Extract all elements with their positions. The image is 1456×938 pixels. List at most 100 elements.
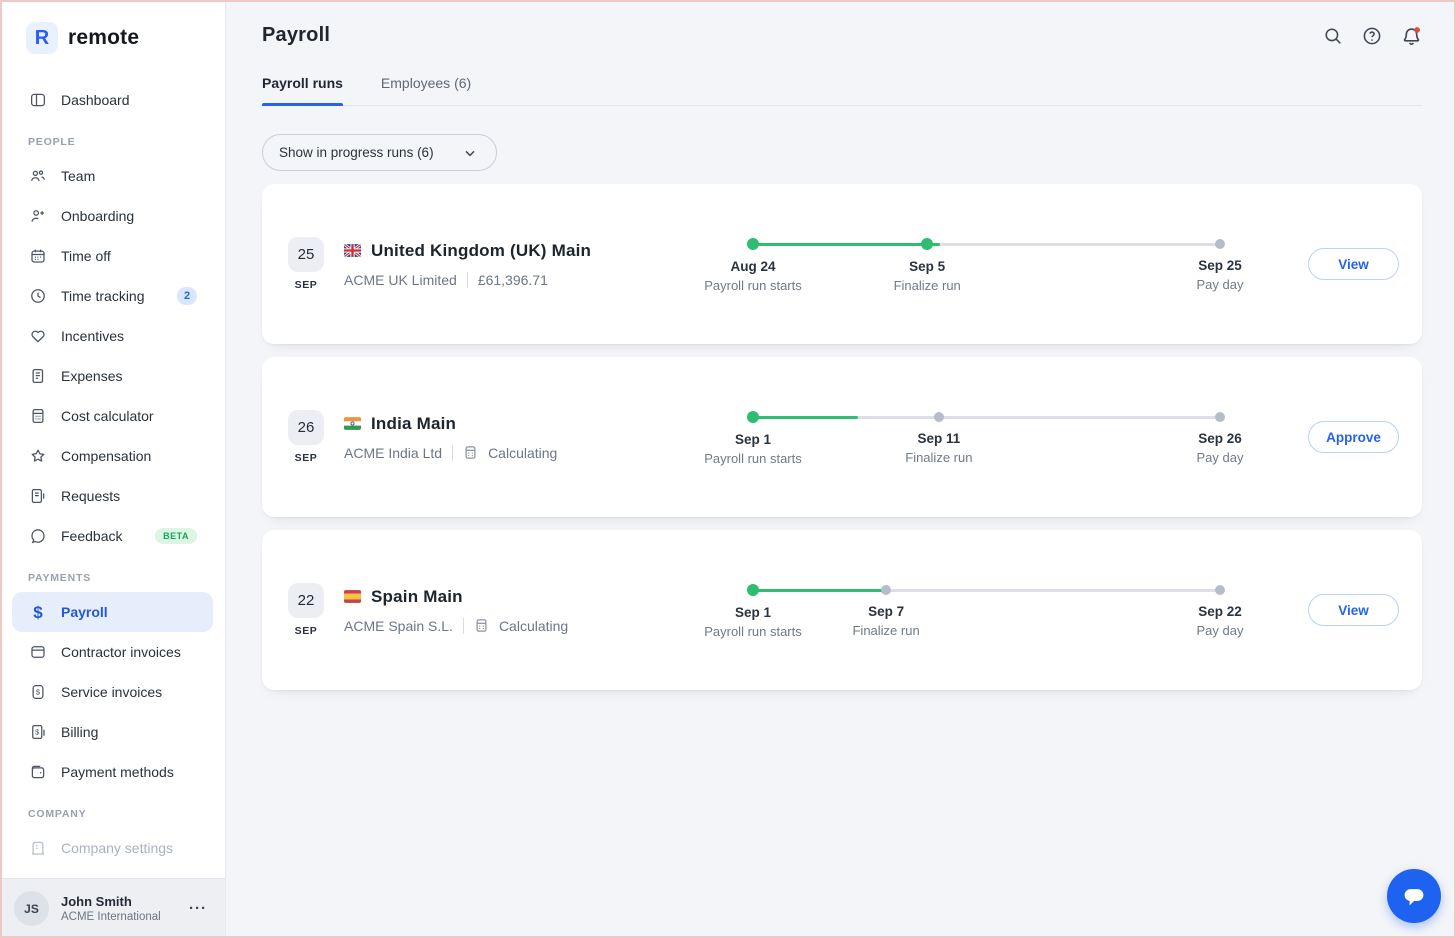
approve-button[interactable]: Approve: [1308, 421, 1399, 453]
team-icon: [28, 166, 48, 186]
section-heading-company: COMPANY: [28, 808, 87, 820]
timeline-track: [753, 243, 1220, 246]
pay-date-day: 22: [288, 583, 324, 618]
feedback-beta-badge: BETA: [155, 528, 197, 544]
milestone-run-starts: Sep 1 Payroll run starts: [688, 584, 818, 639]
sidebar-item-incentives[interactable]: Incentives: [12, 316, 213, 356]
sidebar-item-service-invoices[interactable]: $ Service invoices: [12, 672, 213, 712]
payroll-run-card-uk: 25 SEP United Kingdom (UK) Main ACME UK …: [262, 184, 1422, 344]
pay-date-month: SEP: [294, 452, 318, 464]
document-icon: [28, 486, 48, 506]
sidebar: R remote Dashboard PEOPLE Team Onboardin…: [0, 0, 226, 938]
svg-text:$: $: [36, 688, 41, 697]
sidebar-item-label: Cost calculator: [61, 408, 154, 424]
pay-date-day: 26: [288, 410, 324, 445]
sidebar-item-payroll[interactable]: $ Payroll: [12, 592, 213, 632]
sidebar-item-label: Payment methods: [61, 764, 174, 780]
brand-logo[interactable]: R remote: [0, 0, 225, 54]
tab-employees[interactable]: Employees (6): [380, 75, 472, 91]
run-info: United Kingdom (UK) Main ACME UK Limited…: [344, 241, 753, 288]
sidebar-item-company-settings[interactable]: Company settings: [12, 828, 213, 868]
milestone-pay-day: Sep 25 Pay day: [1155, 238, 1285, 292]
pay-date: 22 SEP: [286, 583, 326, 637]
company-name: ACME India Ltd: [344, 444, 443, 461]
calculator-icon: [28, 406, 48, 426]
sidebar-item-label: Onboarding: [61, 208, 135, 224]
billing-receipt-icon: $: [28, 722, 48, 742]
building-icon: [28, 838, 48, 858]
main-content: Payroll Payroll runs Employees (6) Show …: [226, 0, 1456, 938]
notifications-bell-icon[interactable]: [1400, 25, 1422, 47]
timeline-progress: [753, 416, 859, 419]
run-status: Calculating: [498, 617, 569, 634]
payroll-run-card-india: 26 SEP India Main ACME India Ltd Calcula: [262, 357, 1422, 517]
user-account-footer[interactable]: JS John Smith ACME International ···: [0, 878, 225, 938]
timeline-progress: [753, 243, 940, 246]
chat-launcher-button[interactable]: [1387, 869, 1441, 923]
pay-date-month: SEP: [294, 625, 318, 637]
receipt-icon: [28, 366, 48, 386]
avatar: JS: [14, 891, 49, 926]
user-name: John Smith: [61, 894, 132, 909]
milestone-run-starts: Aug 24 Payroll run starts: [688, 238, 818, 293]
divider: [452, 444, 454, 461]
milestone-dot: [747, 584, 759, 596]
sidebar-item-label: Requests: [61, 488, 121, 504]
divider: [466, 271, 468, 288]
heart-icon: [28, 326, 48, 346]
sidebar-nav: Dashboard PEOPLE Team Onboarding Time of…: [0, 54, 225, 938]
header-icons: [1322, 25, 1422, 47]
dollar-icon: $: [33, 602, 43, 622]
sidebar-item-onboarding[interactable]: Onboarding: [12, 196, 213, 236]
sidebar-item-dashboard[interactable]: Dashboard: [12, 80, 213, 120]
invoice-dollar-icon: $: [28, 682, 48, 702]
sidebar-item-requests[interactable]: Requests: [12, 476, 213, 516]
person-plus-icon: [28, 206, 48, 226]
payroll-run-list: 25 SEP United Kingdom (UK) Main ACME UK …: [262, 184, 1422, 690]
clock-icon: [28, 286, 48, 306]
page-header: Payroll: [262, 24, 1422, 47]
view-button[interactable]: View: [1308, 594, 1399, 626]
sidebar-item-label: Compensation: [61, 448, 152, 464]
search-icon[interactable]: [1322, 25, 1344, 47]
view-button[interactable]: View: [1308, 248, 1399, 280]
user-menu-ellipsis-icon[interactable]: ···: [189, 900, 207, 917]
sidebar-item-payment-methods[interactable]: Payment methods: [12, 752, 213, 792]
sidebar-item-cost-calculator[interactable]: Cost calculator: [12, 396, 213, 436]
milestone-dot: [1215, 412, 1225, 422]
sidebar-item-time-tracking[interactable]: Time tracking 2: [12, 276, 213, 316]
india-flag-icon: [344, 417, 361, 430]
star-icon: [28, 446, 48, 466]
calculating-icon: [463, 445, 478, 460]
sidebar-item-team[interactable]: Team: [12, 156, 213, 196]
milestone-dot: [747, 411, 759, 423]
runs-filter-label: Show in progress runs (6): [279, 145, 434, 160]
section-heading-people: PEOPLE: [28, 136, 76, 148]
card-icon: [28, 642, 48, 662]
run-timeline: Sep 1 Payroll run starts Sep 11 Finalize…: [704, 411, 1243, 466]
pay-date: 26 SEP: [286, 410, 326, 464]
run-timeline: Sep 1 Payroll run starts Sep 7 Finalize …: [704, 584, 1243, 639]
milestone-finalize: Sep 5 Finalize run: [862, 238, 992, 293]
chat-bubble-icon: [1404, 889, 1424, 906]
tab-payroll-runs[interactable]: Payroll runs: [262, 75, 343, 106]
company-name: ACME Spain S.L.: [344, 617, 453, 634]
sidebar-item-compensation[interactable]: Compensation: [12, 436, 213, 476]
run-title: India Main: [371, 413, 457, 433]
sidebar-item-billing[interactable]: $ Billing: [12, 712, 213, 752]
pay-date: 25 SEP: [286, 237, 326, 291]
speech-bubble-icon: [28, 526, 48, 546]
sidebar-item-label: Service invoices: [61, 684, 163, 700]
sidebar-item-label: Feedback: [61, 528, 123, 544]
sidebar-item-feedback[interactable]: Feedback BETA: [12, 516, 213, 556]
sidebar-item-time-off[interactable]: Time off: [12, 236, 213, 276]
timeline-progress: [753, 589, 887, 592]
run-title: Spain Main: [371, 586, 463, 606]
sidebar-item-label: Time off: [61, 248, 111, 264]
section-heading-payments: PAYMENTS: [28, 572, 91, 584]
sidebar-item-contractor-invoices[interactable]: Contractor invoices: [12, 632, 213, 672]
help-icon[interactable]: [1361, 25, 1383, 47]
sidebar-item-expenses[interactable]: Expenses: [12, 356, 213, 396]
runs-filter-dropdown[interactable]: Show in progress runs (6): [262, 134, 497, 171]
uk-flag-icon: [344, 244, 361, 257]
